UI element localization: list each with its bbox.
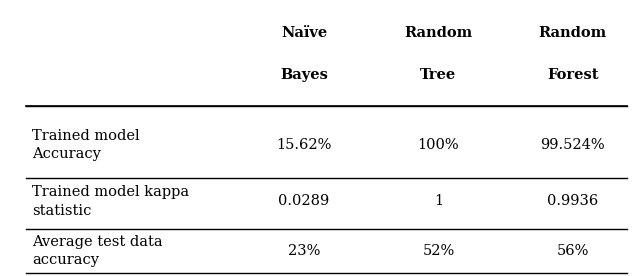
Text: 100%: 100% bbox=[417, 138, 460, 152]
Text: 15.62%: 15.62% bbox=[276, 138, 332, 152]
Text: Bayes: Bayes bbox=[280, 68, 328, 81]
Text: Trained model
Accuracy: Trained model Accuracy bbox=[32, 129, 140, 161]
Text: 52%: 52% bbox=[422, 244, 454, 258]
Text: Random: Random bbox=[539, 26, 607, 40]
Text: 0.9936: 0.9936 bbox=[547, 195, 598, 208]
Text: Forest: Forest bbox=[547, 68, 598, 81]
Text: Tree: Tree bbox=[420, 68, 456, 81]
Text: 56%: 56% bbox=[557, 244, 589, 258]
Text: 1: 1 bbox=[434, 195, 443, 208]
Text: 23%: 23% bbox=[288, 244, 320, 258]
Text: Trained model kappa
statistic: Trained model kappa statistic bbox=[32, 185, 189, 218]
Text: Average test data
accuracy: Average test data accuracy bbox=[32, 235, 163, 267]
Text: Random: Random bbox=[404, 26, 472, 40]
Text: 99.524%: 99.524% bbox=[541, 138, 605, 152]
Text: 0.0289: 0.0289 bbox=[278, 195, 330, 208]
Text: Naïve: Naïve bbox=[281, 26, 327, 40]
